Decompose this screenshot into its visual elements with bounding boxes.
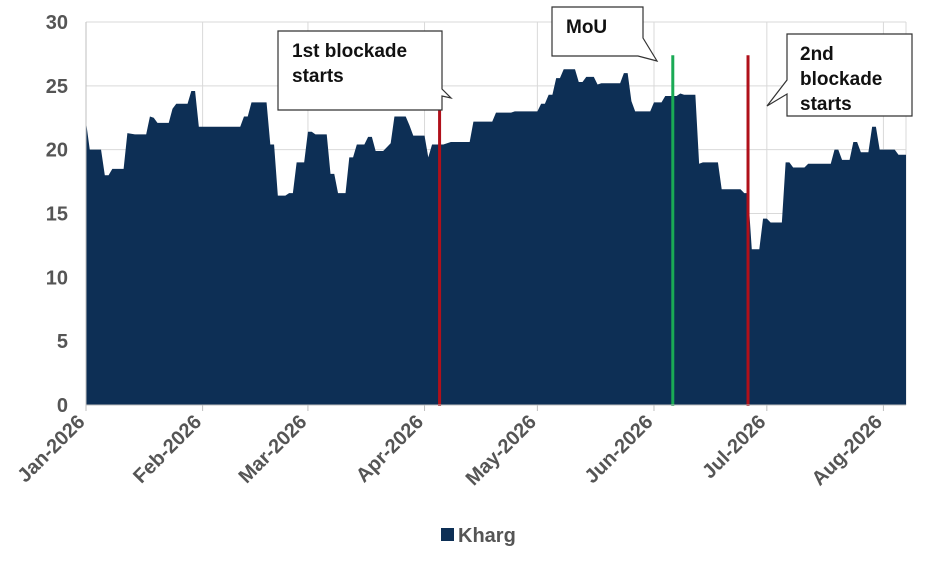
callout-first-blockade-box	[277, 30, 453, 111]
callout-mou-box	[551, 6, 659, 62]
y-tick-label-15: 15	[46, 204, 68, 226]
x-tick-label-2: Mar-2026	[235, 411, 312, 488]
axes	[85, 22, 906, 411]
plot-area	[86, 69, 906, 406]
x-tick-label-5: Jun-2026	[581, 411, 658, 488]
y-tick-label-20: 20	[46, 140, 68, 162]
x-tick-label-3: Apr-2026	[352, 411, 428, 487]
callout-second-blockade-box	[766, 33, 913, 117]
callout-first-blockade-line-1: 1st blockade	[292, 41, 407, 62]
x-tick-label-6: Jul-2026	[698, 411, 770, 483]
callout-second-blockade-line-2: blockade	[800, 69, 882, 90]
area-series-kharg	[86, 69, 906, 406]
legend-label-kharg: Kharg	[458, 525, 516, 547]
callout-mou-line-1: MoU	[566, 17, 607, 38]
x-tick-label-0: Jan-2026	[13, 411, 89, 487]
callout-second-blockade-line-3: starts	[800, 94, 852, 115]
y-tick-label-25: 25	[46, 76, 68, 98]
x-tick-label-4: May-2026	[462, 411, 541, 490]
legend: Kharg	[441, 525, 516, 547]
x-tick-label-1: Feb-2026	[129, 411, 206, 488]
event-lines	[438, 55, 750, 406]
legend-swatch-kharg	[441, 528, 454, 541]
x-tick-label-7: Aug-2026	[808, 411, 887, 490]
y-tick-label-0: 0	[57, 395, 68, 417]
x-axis-tick-labels: Jan-2026 Feb-2026 Mar-2026 Apr-2026 May-2026…	[13, 411, 887, 490]
y-axis-tick-labels: 0 5 10 15 20 25 30	[46, 12, 68, 417]
callout-first-blockade: 1st blockade starts	[277, 30, 453, 111]
callout-second-blockade-line-1: 2nd	[800, 44, 834, 65]
callout-first-blockade-line-2: starts	[292, 66, 344, 87]
y-tick-label-5: 5	[57, 331, 68, 353]
callout-mou: MoU	[551, 6, 659, 62]
callout-second-blockade: 2nd blockade starts	[766, 33, 913, 117]
y-tick-label-30: 30	[46, 12, 68, 34]
y-tick-label-10: 10	[46, 267, 68, 289]
